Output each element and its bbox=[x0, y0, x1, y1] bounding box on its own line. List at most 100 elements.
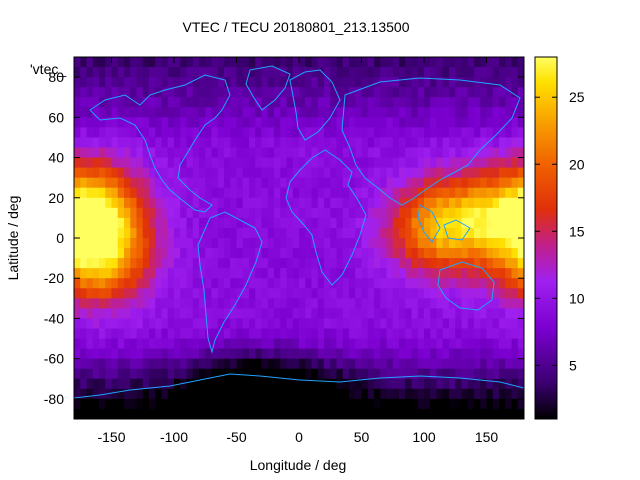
heatmap-cell bbox=[311, 258, 319, 269]
heatmap-cell bbox=[155, 388, 163, 400]
heatmap-cell bbox=[267, 328, 275, 340]
heatmap-cell bbox=[317, 308, 325, 320]
heatmap-cell bbox=[480, 238, 488, 249]
heatmap-cell bbox=[217, 77, 225, 88]
heatmap-cell bbox=[330, 67, 338, 78]
heatmap-cell bbox=[442, 348, 450, 360]
heatmap-cell bbox=[492, 167, 500, 179]
heatmap-cell bbox=[167, 308, 175, 320]
heatmap-cell bbox=[405, 137, 413, 149]
heatmap-cell bbox=[411, 308, 419, 320]
heatmap-cell bbox=[292, 288, 300, 299]
heatmap-cell bbox=[317, 77, 325, 88]
heatmap-cell bbox=[474, 248, 481, 259]
heatmap-cell bbox=[317, 348, 325, 360]
heatmap-cell bbox=[180, 298, 188, 309]
heatmap-cell bbox=[442, 308, 450, 320]
heatmap-cell bbox=[124, 207, 131, 219]
heatmap-cell bbox=[224, 308, 231, 320]
heatmap-cell bbox=[205, 408, 213, 419]
heatmap-cell bbox=[436, 187, 444, 199]
heatmap-cell bbox=[249, 368, 256, 380]
heatmap-cell bbox=[392, 338, 400, 350]
heatmap-cell bbox=[330, 388, 338, 400]
heatmap-cell bbox=[499, 87, 506, 98]
heatmap-cell bbox=[161, 227, 169, 239]
heatmap-cell bbox=[405, 157, 413, 169]
heatmap-cell bbox=[205, 398, 213, 410]
heatmap-cell bbox=[230, 238, 238, 249]
heatmap-cell bbox=[74, 117, 81, 128]
heatmap-cell bbox=[374, 177, 381, 189]
heatmap-cell bbox=[92, 227, 100, 239]
heatmap-cell bbox=[167, 248, 175, 259]
heatmap-cell bbox=[436, 338, 444, 350]
heatmap-cell bbox=[255, 388, 263, 400]
heatmap-cell bbox=[280, 57, 288, 68]
heatmap-cell bbox=[105, 378, 113, 390]
heatmap-cell bbox=[124, 348, 131, 360]
heatmap-cell bbox=[405, 97, 413, 108]
heatmap-cell bbox=[230, 137, 238, 149]
heatmap-cell bbox=[136, 147, 144, 159]
heatmap-cell bbox=[480, 348, 488, 360]
heatmap-cell bbox=[486, 368, 494, 380]
heatmap-cell bbox=[517, 318, 524, 330]
heatmap-cell bbox=[399, 77, 406, 88]
heatmap-cell bbox=[211, 318, 219, 330]
y-tick-label: 60 bbox=[48, 109, 64, 125]
heatmap-cell bbox=[311, 167, 319, 179]
heatmap-cell bbox=[205, 127, 213, 139]
heatmap-cell bbox=[492, 248, 500, 259]
heatmap-cell bbox=[105, 107, 113, 118]
heatmap-cell bbox=[130, 258, 138, 269]
heatmap-cell bbox=[324, 298, 331, 309]
heatmap-cells bbox=[74, 57, 524, 419]
heatmap-cell bbox=[286, 197, 294, 209]
heatmap-cell bbox=[474, 238, 481, 249]
heatmap-cell bbox=[105, 338, 113, 350]
heatmap-cell bbox=[461, 217, 469, 229]
heatmap-cell bbox=[355, 217, 363, 229]
heatmap-cell bbox=[167, 117, 175, 128]
heatmap-cell bbox=[124, 238, 131, 249]
heatmap-cell bbox=[511, 318, 519, 330]
heatmap-cell bbox=[167, 288, 175, 299]
heatmap-cell bbox=[286, 308, 294, 320]
heatmap-cell bbox=[486, 167, 494, 179]
heatmap-cell bbox=[505, 278, 513, 289]
heatmap-cell bbox=[80, 67, 88, 78]
heatmap-cell bbox=[355, 248, 363, 259]
heatmap-cell bbox=[499, 107, 506, 118]
heatmap-cell bbox=[205, 328, 213, 340]
heatmap-cell bbox=[292, 67, 300, 78]
heatmap-cell bbox=[442, 288, 450, 299]
heatmap-cell bbox=[217, 187, 225, 199]
heatmap-cell bbox=[86, 328, 94, 340]
heatmap-cell bbox=[180, 328, 188, 340]
heatmap-cell bbox=[192, 77, 200, 88]
heatmap-cell bbox=[86, 358, 94, 370]
heatmap-cell bbox=[299, 398, 306, 410]
heatmap-cell bbox=[386, 378, 394, 390]
heatmap-cell bbox=[399, 268, 406, 279]
heatmap-cell bbox=[205, 298, 213, 309]
heatmap-cell bbox=[286, 227, 294, 239]
heatmap-cell bbox=[211, 288, 219, 299]
heatmap-cell bbox=[480, 57, 488, 68]
heatmap-cell bbox=[186, 87, 194, 98]
heatmap-cell bbox=[286, 77, 294, 88]
heatmap-cell bbox=[474, 107, 481, 118]
heatmap-cell bbox=[517, 187, 524, 199]
heatmap-cell bbox=[424, 67, 431, 78]
heatmap-cell bbox=[255, 177, 263, 189]
heatmap-cell bbox=[424, 278, 431, 289]
heatmap-cell bbox=[311, 207, 319, 219]
heatmap-cell bbox=[180, 147, 188, 159]
heatmap-cell bbox=[136, 408, 144, 419]
heatmap-cell bbox=[411, 177, 419, 189]
heatmap-cell bbox=[267, 147, 275, 159]
heatmap-cell bbox=[111, 318, 119, 330]
heatmap-cell bbox=[324, 127, 331, 139]
heatmap-cell bbox=[361, 338, 369, 350]
